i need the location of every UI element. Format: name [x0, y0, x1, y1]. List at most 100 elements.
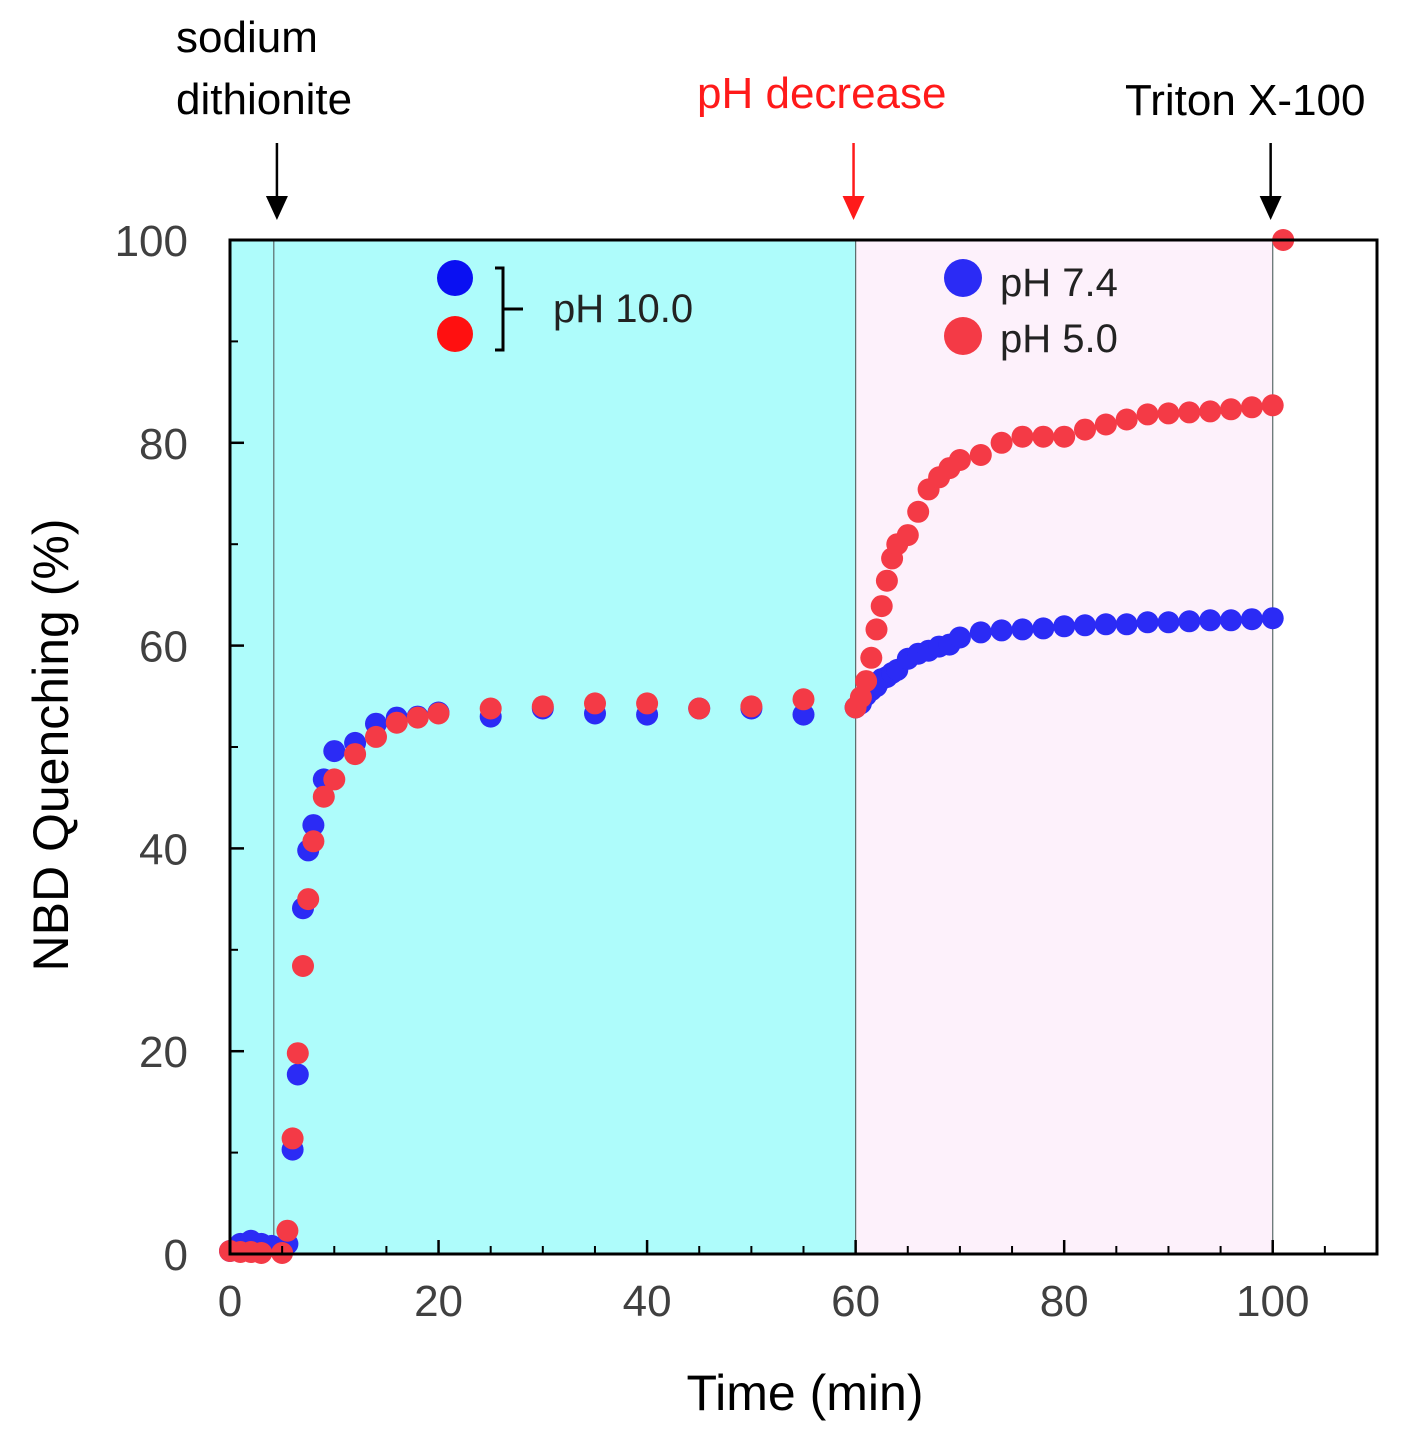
data-point [855, 670, 878, 693]
annotation-arrow-head [1259, 196, 1282, 220]
data-point [281, 1127, 304, 1150]
data-point [948, 626, 971, 649]
data-point [948, 449, 971, 471]
data-point [896, 524, 919, 547]
legend-bracket [495, 266, 523, 352]
tick-labels: 0 20 40 60 80 100 0 20 40 60 80 100 [115, 217, 1310, 1326]
annotation-arrow-head [265, 196, 288, 220]
data-point [1011, 618, 1034, 641]
data-point [875, 569, 898, 592]
data-point [1115, 613, 1138, 636]
annotation-text: dithionite [176, 75, 352, 124]
legend-ph50-label: pH 5.0 [1000, 317, 1118, 361]
data-point [1199, 609, 1222, 632]
data-point [1199, 400, 1222, 423]
annotation-text: sodium [176, 13, 318, 62]
data-point [1094, 613, 1117, 636]
data-point [1178, 401, 1201, 424]
data-point [740, 695, 763, 718]
legend-phase2: pH 7.4 pH 5.0 [944, 259, 1118, 361]
data-point [969, 444, 992, 466]
x-tick-label: 80 [1040, 1277, 1089, 1326]
data-point [302, 830, 325, 853]
data-point [1261, 394, 1284, 417]
data-point [323, 740, 346, 763]
data-point [276, 1219, 299, 1242]
data-point [1115, 408, 1138, 431]
x-tick-label: 20 [414, 1277, 463, 1326]
data-point [1074, 614, 1096, 637]
shaded-regions [230, 240, 1273, 1254]
data-point [427, 702, 450, 725]
x-tick-label: 100 [1236, 1277, 1309, 1326]
y-tick-label: 80 [139, 420, 188, 469]
x-tick-label: 60 [831, 1277, 880, 1326]
data-point [1053, 615, 1076, 638]
data-point [286, 1042, 309, 1065]
data-point [1094, 413, 1117, 436]
data-point [302, 814, 325, 837]
y-tick-label: 40 [139, 825, 188, 874]
region-0 [230, 240, 856, 1254]
data-point [636, 692, 659, 715]
x-tick-label: 40 [623, 1277, 672, 1326]
event-annotations: sodium dithionite pH decrease Triton X-100 [176, 13, 1365, 220]
data-point [792, 703, 815, 726]
data-point [1240, 396, 1263, 419]
data-point [990, 431, 1013, 454]
annotation-arrow-head [842, 196, 865, 220]
data-point [479, 697, 502, 720]
y-tick-label: 0 [164, 1231, 188, 1280]
data-points [219, 229, 1295, 1264]
data-point [1032, 617, 1055, 640]
data-point [1053, 425, 1076, 448]
data-point [292, 955, 314, 977]
data-point [385, 711, 408, 734]
y-tick-label: 100 [115, 217, 188, 266]
data-point [688, 697, 711, 720]
data-point [1032, 425, 1055, 448]
data-point [860, 646, 883, 669]
data-point [870, 595, 893, 618]
data-point [531, 695, 554, 718]
data-point [323, 768, 346, 791]
x-tick-label: 0 [218, 1277, 242, 1326]
data-point [286, 1063, 309, 1086]
data-point [406, 706, 429, 729]
data-point [907, 500, 930, 523]
y-axis-title: NBD Quenching (%) [23, 519, 79, 972]
annotation-0: sodium dithionite [176, 13, 352, 220]
data-point [969, 621, 992, 644]
data-point [1157, 611, 1180, 634]
y-tick-label: 60 [139, 623, 188, 672]
data-point [1074, 418, 1096, 441]
legend-ph10-label: pH 10.0 [553, 287, 693, 331]
legend-phase1: pH 10.0 [437, 260, 693, 352]
data-point [1136, 611, 1159, 634]
axis-ticks [228, 238, 1378, 1256]
data-point [1261, 607, 1284, 630]
x-axis-title: Time (min) [686, 1365, 923, 1421]
annotation-1: pH decrease [697, 69, 946, 220]
data-point [990, 619, 1013, 642]
legend-ph74-label: pH 7.4 [1000, 261, 1118, 305]
annotation-text: pH decrease [697, 69, 946, 118]
legend-marker-ph50 [944, 317, 982, 355]
legend-marker-ph10-red [437, 316, 473, 352]
data-point [365, 725, 387, 748]
data-point [1220, 609, 1242, 632]
annotation-text: Triton X-100 [1125, 76, 1365, 125]
data-point [312, 785, 335, 808]
data-point [1178, 610, 1201, 633]
data-point [1240, 608, 1263, 631]
data-point [792, 688, 815, 711]
legend-marker-ph74 [944, 259, 982, 297]
legend-marker-ph10-blue [437, 260, 473, 296]
data-point [344, 743, 367, 766]
data-point [297, 888, 320, 911]
data-point [865, 618, 888, 641]
annotation-2: Triton X-100 [1125, 76, 1365, 220]
data-point [1011, 425, 1034, 448]
region-1 [855, 240, 1273, 1254]
